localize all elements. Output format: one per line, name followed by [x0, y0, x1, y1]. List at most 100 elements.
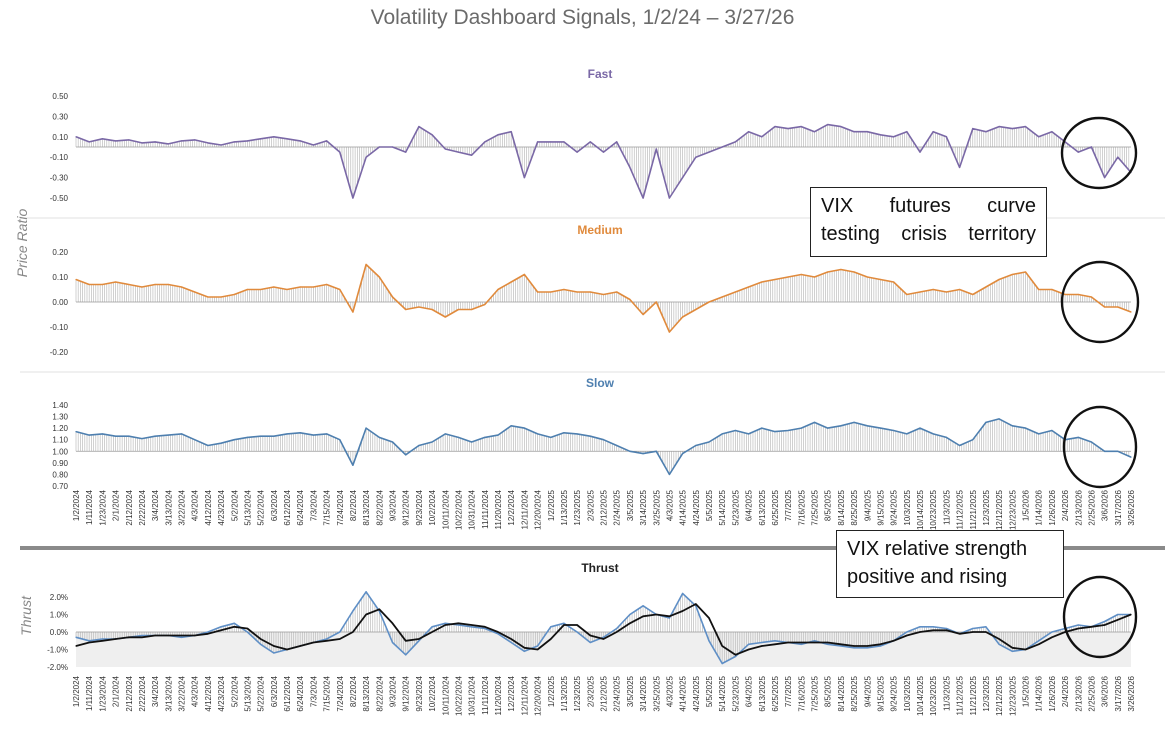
thrust-point	[945, 627, 947, 630]
thrust-point	[761, 645, 763, 647]
thrust-point	[682, 592, 684, 595]
medium-point	[1130, 311, 1132, 313]
slow-point	[299, 432, 301, 434]
thrust-point	[827, 643, 829, 645]
thrust-point	[932, 629, 934, 631]
thrust-point	[431, 626, 433, 628]
slow-point	[1077, 436, 1079, 438]
medium-point	[128, 283, 130, 286]
fast-point	[866, 131, 868, 133]
fast-point	[945, 136, 947, 138]
slow-point	[365, 427, 367, 429]
date-tick-label: 12/12/2025	[995, 675, 1004, 716]
date-tick-label: 6/13/2025	[758, 675, 767, 711]
thrust-point	[1104, 620, 1106, 623]
thrust-point	[312, 641, 314, 644]
date-tick-label: 12/20/2024	[534, 489, 543, 530]
date-tick-label: 10/23/2025	[929, 489, 938, 530]
medium-point	[457, 308, 460, 311]
thrust-point	[734, 655, 736, 658]
fast-point	[233, 141, 235, 143]
fast-point	[827, 123, 829, 126]
thrust-point	[391, 622, 394, 624]
slow-point	[1011, 425, 1013, 427]
thrust-point	[550, 638, 552, 640]
medium-point	[708, 301, 710, 303]
thrust-point	[853, 645, 855, 647]
date-tick-label: 2/12/2024	[125, 489, 134, 525]
slow-point	[655, 450, 657, 452]
thrust-point	[75, 645, 77, 647]
date-tick-label: 1/5/2026	[1022, 675, 1031, 707]
fast-point	[365, 156, 367, 158]
date-tick-label: 6/12/2024	[283, 489, 292, 525]
thrust-point	[866, 647, 868, 649]
slow-point	[906, 433, 908, 435]
date-tick-label: 2/1/2024	[112, 489, 121, 521]
thrust-point	[273, 645, 275, 647]
date-tick-label: 2/1/2024	[112, 675, 121, 707]
medium-point	[879, 278, 882, 281]
slow-point	[563, 432, 565, 434]
medium-point	[734, 291, 736, 293]
thrust-point	[352, 631, 354, 633]
thrust-point	[273, 652, 275, 654]
fast-point	[154, 141, 156, 143]
thrust-point	[616, 627, 618, 630]
slow-y-tick: 0.80	[52, 470, 68, 479]
slow-point	[642, 453, 644, 455]
thrust-point	[840, 643, 842, 645]
medium-point	[286, 288, 288, 291]
medium-point	[154, 283, 156, 286]
date-tick-label: 3/26/2026	[1127, 675, 1136, 711]
medium-point	[972, 293, 974, 296]
thrust-point	[787, 641, 789, 644]
medium-point	[312, 286, 314, 288]
medium-y-tick: -0.10	[50, 323, 69, 332]
date-tick-label: 7/3/2024	[309, 489, 318, 521]
thrust-point	[1104, 624, 1106, 626]
fast-point	[774, 126, 776, 128]
thrust-point	[774, 643, 776, 645]
medium-point	[721, 296, 723, 298]
fast-point	[721, 146, 723, 148]
fast-point	[589, 141, 591, 143]
thrust-point	[365, 613, 367, 616]
fast-point	[550, 141, 552, 143]
fast-point	[668, 197, 671, 199]
medium-point	[431, 308, 433, 311]
date-tick-label: 4/23/2024	[217, 675, 226, 711]
slow-point	[1104, 450, 1106, 452]
slow-point	[220, 442, 222, 444]
date-tick-label: 7/24/2024	[336, 675, 345, 711]
date-tick-label: 6/25/2025	[771, 675, 780, 711]
date-tick-label: 7/3/2024	[309, 675, 318, 707]
thrust-y-tick: 1.0%	[50, 611, 68, 620]
thrust-point	[246, 631, 249, 633]
panel-fast: Fast 0.50 0.30 0.10 -0.10 -0.30 -0.50	[20, 67, 1165, 219]
medium-point	[945, 291, 947, 293]
fast-point	[695, 156, 697, 158]
medium-point	[682, 316, 684, 318]
thrust-point	[286, 648, 288, 651]
date-tick-label: 7/25/2025	[811, 489, 820, 525]
date-tick-label: 8/22/2024	[375, 489, 384, 525]
fast-point	[787, 128, 789, 130]
thrust-point	[457, 624, 460, 626]
slow-point	[1038, 433, 1040, 435]
thrust-point	[260, 643, 262, 645]
thrust-point	[919, 626, 921, 628]
medium-point	[339, 288, 341, 291]
thrust-point	[418, 640, 420, 642]
medium-point	[655, 301, 657, 303]
slow-point	[154, 435, 156, 437]
thrust-point	[589, 641, 591, 644]
slow-point	[391, 441, 394, 443]
thrust-point	[154, 634, 156, 637]
medium-point	[1038, 288, 1040, 291]
fast-point	[1077, 151, 1079, 153]
thrust-point	[958, 633, 961, 635]
date-tick-label: 2/13/2026	[1074, 675, 1083, 711]
thrust-point	[800, 643, 802, 645]
thrust-point	[998, 643, 1000, 645]
